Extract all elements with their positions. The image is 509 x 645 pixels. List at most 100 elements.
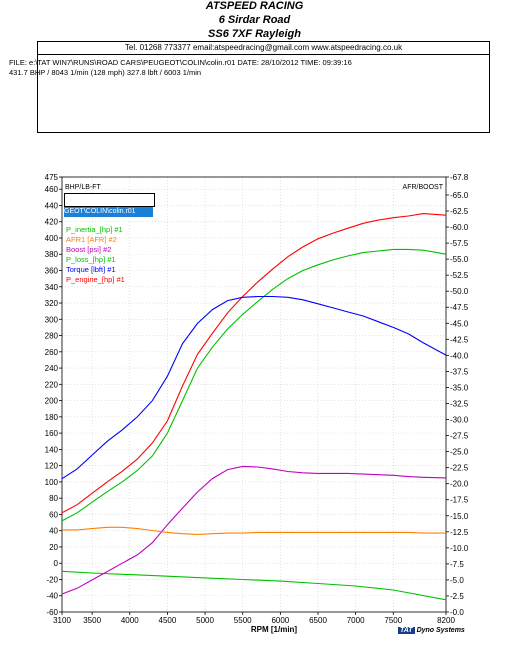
y-left-tick-label: -20 — [46, 575, 58, 584]
contact-bar: Tel. 01268 773377 email:atspeedracing@gm… — [37, 41, 490, 55]
y-left-tick-label: 320 — [45, 299, 59, 308]
y-right-tick-label: -10.0 — [450, 544, 469, 553]
x-tick-label: 5500 — [234, 616, 252, 625]
y-left-tick-label: 20 — [49, 543, 58, 552]
x-tick-label: 7000 — [347, 616, 365, 625]
x-tick-label: 4000 — [121, 616, 139, 625]
series-line — [61, 248, 447, 522]
y-right-tick-label: -12.5 — [450, 528, 469, 537]
legend-selected-run[interactable]: GEOT\COLIN\colin.r01 — [64, 207, 153, 217]
legend-dropdown[interactable] — [64, 193, 155, 207]
y-left-tick-label: 160 — [45, 429, 59, 438]
y-right-tick-label: -47.5 — [450, 303, 469, 312]
y-left-tick-label: 440 — [45, 201, 59, 210]
y-right-tick-label: -17.5 — [450, 496, 469, 505]
postcode-line: SS6 7XF Rayleigh — [208, 28, 301, 40]
y-right-tick-label: -55.0 — [450, 255, 469, 264]
y-right-tick-label: -27.5 — [450, 432, 469, 441]
y-right-tick-label: -42.5 — [450, 335, 469, 344]
y-left-tick-label: -40 — [46, 592, 58, 601]
series-line — [61, 570, 447, 601]
x-tick-label: 6500 — [309, 616, 327, 625]
y-left-tick-label: 40 — [49, 527, 58, 536]
y-left-tick-label: 475 — [45, 173, 59, 182]
y-right-tick-label: -5.0 — [450, 576, 464, 585]
y-left-tick-label: 340 — [45, 283, 59, 292]
x-axis-label: RPM [1/min] — [251, 625, 298, 634]
company-name: ATSPEED RACING — [205, 0, 304, 12]
y-right-tick-label: -35.0 — [450, 383, 469, 392]
y-left-tick-label: 140 — [45, 445, 59, 454]
y-right-tick-label: -32.5 — [450, 399, 469, 408]
info-panel — [37, 54, 490, 133]
y-right-tick-label: -57.5 — [450, 239, 469, 248]
legend-item: P_engine_[hp] #1 — [66, 275, 125, 284]
chart-axes: 3100 3500 4000 4500 5000 5500 6000 6500 7000 7500… — [45, 173, 469, 634]
file-info: FILE: e:\TAT WIN7\RUNS\ROAD CARS\PEUGEOT… — [9, 58, 352, 67]
y-left-tick-label: 100 — [45, 478, 59, 487]
dyno-brand: TAT Dyno Systems — [398, 627, 465, 634]
y-right-tick-label: -25.0 — [450, 448, 469, 457]
y-left-tick-label: 80 — [49, 494, 58, 503]
x-tick-label: 6000 — [271, 616, 289, 625]
address-line: 6 Sirdar Road — [218, 14, 291, 26]
y-left-tick-label: 460 — [45, 185, 59, 194]
x-tick-label: 8200 — [437, 616, 455, 625]
y-left-tick-label: 220 — [45, 380, 59, 389]
x-tick-label: 3100 — [53, 616, 71, 625]
y-left-tick-label: 180 — [45, 413, 59, 422]
y-right-tick-label: -65.0 — [450, 191, 469, 200]
y-right-tick-label: -22.5 — [450, 464, 469, 473]
legend-item: AFR1 [AFR] #2 — [66, 235, 117, 244]
plot-frame — [61, 176, 447, 613]
y-left-tick-label: 360 — [45, 267, 59, 276]
series-line — [62, 526, 446, 535]
y-right-tick-label: -40.0 — [450, 351, 469, 360]
chart-series — [61, 213, 447, 601]
y-right-tick-label: -45.0 — [450, 319, 469, 328]
x-tick-label: 7500 — [384, 616, 402, 625]
y-right-tick-label: -30.0 — [450, 416, 469, 425]
y-right-tick-label: -20.0 — [450, 480, 469, 489]
y-left-tick-label: 260 — [45, 348, 59, 357]
left-axis-label: BHP/LB-FT — [65, 184, 102, 191]
series-line — [61, 295, 447, 480]
y-left-tick-label: 0 — [54, 559, 59, 568]
x-tick-label: 5000 — [196, 616, 214, 625]
y-left-tick-label: 380 — [45, 250, 59, 259]
y-right-tick-label: -2.5 — [450, 592, 464, 601]
y-left-tick-label: 300 — [45, 315, 59, 324]
dyno-chart: 3100 3500 4000 4500 5000 5500 6000 6500 7000 7500… — [45, 173, 469, 634]
y-right-tick-label: -0.0 — [450, 608, 464, 617]
y-right-tick-label: -15.0 — [450, 512, 469, 521]
right-axis-label: AFR/BOOST — [403, 184, 444, 191]
y-right-tick-label: -52.5 — [450, 271, 469, 280]
series-line — [61, 465, 447, 595]
tat-logo: TAT — [398, 627, 415, 634]
series-line — [61, 213, 447, 514]
legend-item: Boost [psi] #2 — [66, 245, 111, 254]
legend-item: Torque [lbft] #1 — [66, 265, 116, 274]
y-right-tick-label: -60.0 — [450, 223, 469, 232]
y-left-tick-label: 200 — [45, 397, 59, 406]
y-right-tick-label: -67.8 — [450, 173, 469, 182]
y-left-tick-label: -60 — [46, 608, 58, 617]
x-tick-label: 3500 — [83, 616, 101, 625]
y-left-tick-label: 280 — [45, 332, 59, 341]
y-right-tick-label: -62.5 — [450, 207, 469, 216]
peak-info: 431.7 BHP / 8043 1/min (128 mph) 327.8 l… — [9, 68, 202, 77]
legend-item: P_loss_[hp] #1 — [66, 255, 116, 264]
y-left-tick-label: 240 — [45, 364, 59, 373]
legend-item: P_inertia_[hp] #1 — [66, 225, 123, 234]
y-right-tick-label: -37.5 — [450, 367, 469, 376]
y-left-tick-label: 400 — [45, 234, 59, 243]
y-left-tick-label: 420 — [45, 218, 59, 227]
y-left-tick-label: 60 — [49, 510, 58, 519]
x-tick-label: 4500 — [159, 616, 177, 625]
brand-text: Dyno Systems — [416, 627, 465, 634]
y-left-tick-label: 120 — [45, 462, 59, 471]
y-right-tick-label: -7.5 — [450, 560, 464, 569]
chart-grid — [61, 176, 447, 613]
y-right-tick-label: -50.0 — [450, 287, 469, 296]
